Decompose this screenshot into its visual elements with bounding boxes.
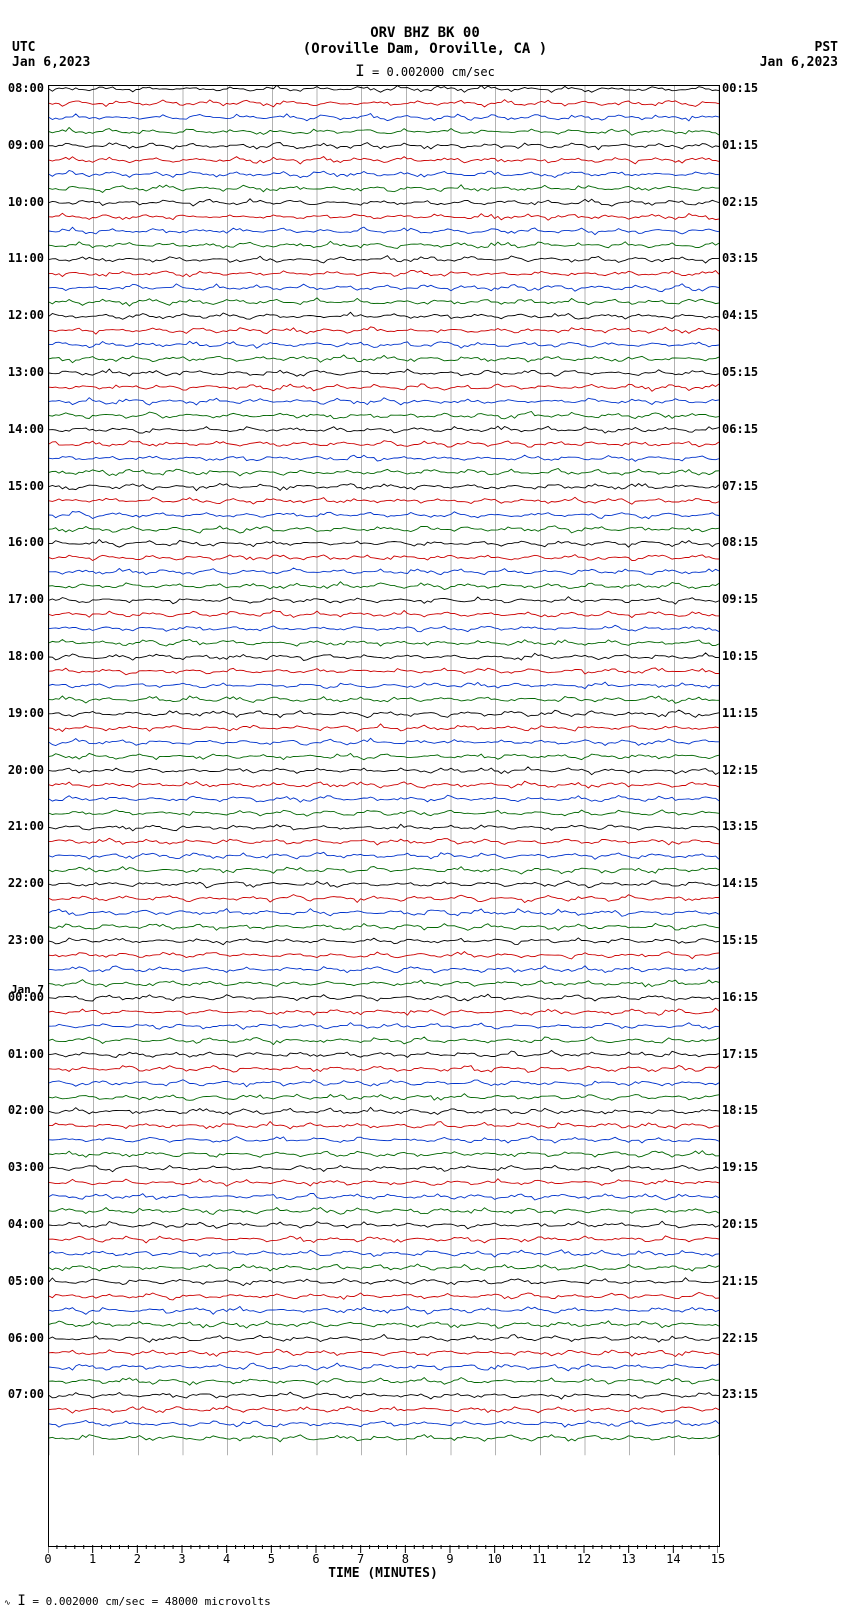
x-tick-label: 7 <box>357 1552 364 1566</box>
x-tick-label: 0 <box>44 1552 51 1566</box>
x-tick-label: 13 <box>621 1552 635 1566</box>
right-time-label: 07:15 <box>722 479 758 493</box>
x-tick-label: 6 <box>312 1552 319 1566</box>
left-time-label: 10:00 <box>8 195 44 209</box>
x-tick-label: 1 <box>89 1552 96 1566</box>
right-time-label: 15:15 <box>722 933 758 947</box>
right-time-label: 14:15 <box>722 876 758 890</box>
left-time-label: 02:00 <box>8 1103 44 1117</box>
left-time-label: 14:00 <box>8 422 44 436</box>
left-time-label: 12:00 <box>8 308 44 322</box>
seismogram-plot <box>48 85 720 1547</box>
left-time-label: 23:00 <box>8 933 44 947</box>
x-tick-label: 10 <box>487 1552 501 1566</box>
x-axis: 0123456789101112131415 TIME (MINUTES) <box>48 1546 718 1586</box>
right-time-label: 19:15 <box>722 1160 758 1174</box>
right-time-label: 01:15 <box>722 138 758 152</box>
seismogram-container: ORV BHZ BK 00 (Oroville Dam, Oroville, C… <box>0 0 850 1613</box>
left-time-label: 08:00 <box>8 81 44 95</box>
station-title: ORV BHZ BK 00 <box>0 0 850 41</box>
right-time-label: 04:15 <box>722 308 758 322</box>
x-tick-label: 2 <box>134 1552 141 1566</box>
right-time-label: 18:15 <box>722 1103 758 1117</box>
left-time-label: 17:00 <box>8 592 44 606</box>
right-time-label: 23:15 <box>722 1387 758 1401</box>
x-tick-label: 8 <box>402 1552 409 1566</box>
left-time-label: 15:00 <box>8 479 44 493</box>
x-axis-title: TIME (MINUTES) <box>328 1566 438 1581</box>
right-time-label: 16:15 <box>722 990 758 1004</box>
x-tick-label: 12 <box>577 1552 591 1566</box>
right-time-label: 22:15 <box>722 1331 758 1345</box>
right-time-label: 10:15 <box>722 649 758 663</box>
x-tick-label: 5 <box>268 1552 275 1566</box>
right-time-label: 02:15 <box>722 195 758 209</box>
right-time-label: 20:15 <box>722 1217 758 1231</box>
scale-label: I = 0.002000 cm/sec <box>0 61 850 80</box>
left-time-label: 18:00 <box>8 649 44 663</box>
x-tick-label: 4 <box>223 1552 230 1566</box>
left-time-label: 06:00 <box>8 1331 44 1345</box>
left-time-label: 09:00 <box>8 138 44 152</box>
left-time-label: 22:00 <box>8 876 44 890</box>
right-time-label: 11:15 <box>722 706 758 720</box>
left-time-label: 13:00 <box>8 365 44 379</box>
left-time-label: 01:00 <box>8 1047 44 1061</box>
footer-scale: ∿ I = 0.002000 cm/sec = 48000 microvolts <box>4 1593 271 1609</box>
right-time-label: 09:15 <box>722 592 758 606</box>
right-time-label: 06:15 <box>722 422 758 436</box>
right-time-label: 13:15 <box>722 819 758 833</box>
right-time-label: 21:15 <box>722 1274 758 1288</box>
x-tick-label: 14 <box>666 1552 680 1566</box>
seismogram-svg <box>49 86 719 1546</box>
left-time-label: 03:00 <box>8 1160 44 1174</box>
right-time-label: 17:15 <box>722 1047 758 1061</box>
right-time-label: 12:15 <box>722 763 758 777</box>
left-time-label: 11:00 <box>8 251 44 265</box>
timezone-left: UTC Jan 6,2023 <box>12 40 90 70</box>
right-time-label: 03:15 <box>722 251 758 265</box>
x-tick-label: 11 <box>532 1552 546 1566</box>
x-tick-label: 9 <box>446 1552 453 1566</box>
left-time-label: 19:00 <box>8 706 44 720</box>
left-time-label: 21:00 <box>8 819 44 833</box>
right-time-label: 05:15 <box>722 365 758 379</box>
left-time-label: 20:00 <box>8 763 44 777</box>
x-tick-label: 3 <box>178 1552 185 1566</box>
left-time-label: 07:00 <box>8 1387 44 1401</box>
left-time-label: 00:00 <box>8 990 44 1004</box>
station-subtitle: (Oroville Dam, Oroville, CA ) <box>0 41 850 57</box>
left-time-label: 05:00 <box>8 1274 44 1288</box>
left-time-label: 16:00 <box>8 535 44 549</box>
left-time-label: 04:00 <box>8 1217 44 1231</box>
right-time-label: 08:15 <box>722 535 758 549</box>
x-tick-label: 15 <box>711 1552 725 1566</box>
timezone-right: PST Jan 6,2023 <box>760 40 838 70</box>
right-time-label: 00:15 <box>722 81 758 95</box>
